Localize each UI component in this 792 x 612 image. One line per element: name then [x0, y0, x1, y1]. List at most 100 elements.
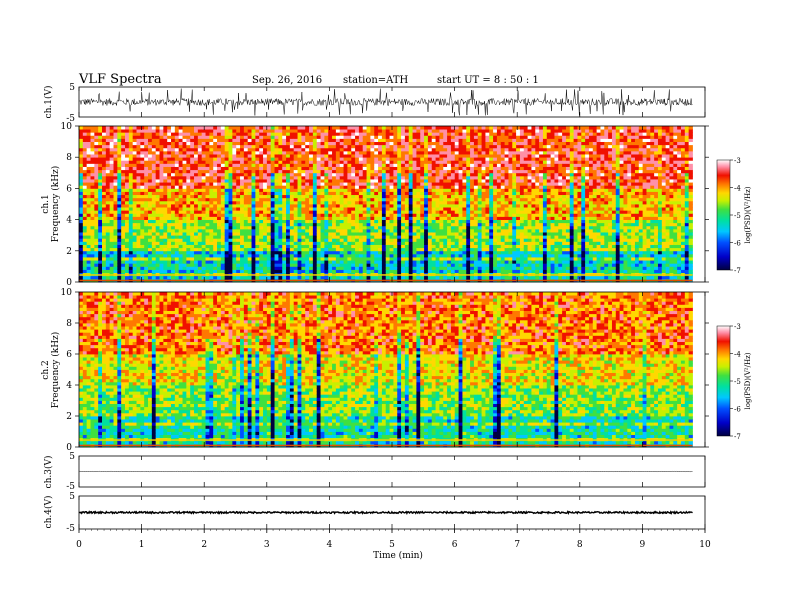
spectrogram-cell [186, 210, 191, 214]
spectrogram-cell [416, 175, 421, 180]
spectrogram-cell [297, 182, 302, 186]
spectrogram-cell [324, 228, 329, 233]
spectrogram-cell [289, 132, 295, 136]
spectrogram-cell [236, 269, 241, 274]
spectrogram-cell [155, 228, 160, 233]
spectrogram-cell [458, 207, 463, 211]
spectrogram-cell [251, 185, 256, 189]
spectrogram-cell [140, 166, 145, 171]
spectrogram-cell [389, 129, 394, 133]
spectrogram-cell [328, 150, 333, 155]
spectrogram-cell [282, 169, 287, 174]
spectrogram-cell [205, 219, 210, 224]
spectrogram-cell [347, 141, 352, 146]
spectrogram-cell [282, 228, 287, 233]
spectrogram-cell [370, 250, 375, 255]
spectrogram-cell [378, 147, 383, 152]
spectrogram-cell [366, 213, 371, 217]
spectrogram-cell [163, 260, 168, 264]
spectrogram-cell [90, 135, 95, 139]
spectrogram-cell [201, 163, 206, 167]
spectrogram-cell [220, 257, 226, 261]
spectrogram-cell [397, 194, 402, 199]
spectrogram-cell [105, 157, 111, 161]
spectrogram-cell [401, 169, 406, 174]
spectrogram-cell [140, 144, 145, 149]
spectrogram-cell [140, 232, 145, 236]
spectrogram-cell [94, 232, 99, 236]
spectrogram-cell [148, 263, 153, 267]
spectrogram-cell [416, 147, 421, 152]
spectrogram-cell [82, 257, 88, 261]
spectrogram-cell [213, 207, 218, 211]
spectrogram-cell [374, 163, 379, 167]
spectrogram-cell [312, 244, 318, 249]
spectrogram-cell [366, 216, 371, 220]
spectrogram-cell [236, 257, 241, 261]
spectrogram-cell [316, 222, 321, 227]
spectrogram-cell [378, 213, 383, 217]
spectrogram-cell [113, 185, 118, 189]
spectrogram-cell [148, 247, 153, 252]
spectrogram-cell [167, 216, 172, 220]
spectrogram-cell [305, 222, 310, 227]
spectrogram-cell [255, 157, 260, 161]
spectrogram-cell [420, 175, 425, 180]
spectrogram-cell [351, 147, 356, 152]
spectrogram-cell [381, 222, 387, 227]
spectrogram-cell [343, 210, 348, 214]
spectrogram-cell [343, 228, 348, 233]
spectrogram-cell [259, 232, 264, 236]
spectrogram-cell [339, 154, 344, 158]
spectrogram-cell [167, 250, 172, 255]
spectrogram-cell [255, 247, 260, 252]
spectrogram-cell [136, 235, 141, 239]
spectrogram-cell [174, 135, 180, 139]
spectrogram-cell [263, 210, 268, 214]
spectrogram-cell [213, 213, 218, 217]
spectrogram-cell [378, 169, 383, 174]
spectrogram-cell [240, 160, 245, 164]
spectrogram-cell [240, 182, 245, 186]
spectrogram-cell [159, 225, 164, 230]
spectrogram-cell [247, 228, 252, 233]
spectrogram-cell [397, 135, 402, 139]
spectrogram-cell [412, 222, 417, 227]
spectrogram-cell [424, 216, 429, 220]
spectrogram-cell [232, 219, 237, 224]
spectrogram-cell [424, 154, 429, 158]
spectrogram-cell [213, 250, 218, 255]
spectrogram-cell [332, 126, 337, 130]
spectrogram-cell [335, 135, 341, 139]
spectrogram-cell [408, 219, 413, 224]
spectrogram-cell [328, 257, 333, 261]
spectrogram-cell [301, 182, 306, 186]
spectrogram-cell [94, 275, 99, 280]
spectrogram-cell [335, 160, 341, 164]
spectrogram-cell [224, 185, 229, 189]
spectrogram-cell [194, 150, 199, 155]
spectrogram-cell [117, 141, 122, 146]
spectrogram-cell [404, 263, 410, 267]
spectrogram-cell [286, 260, 291, 264]
spectrogram-cell [274, 144, 279, 149]
spectrogram-cell [79, 188, 84, 192]
spectrogram-cell [355, 160, 360, 164]
spectrogram-cell [274, 232, 279, 236]
spectrogram-cell [358, 216, 364, 220]
spectrogram-cell [450, 147, 456, 152]
spectrogram-cell [266, 160, 272, 164]
spectrogram-cell [443, 207, 448, 211]
spectrogram-cell [117, 135, 122, 139]
spectrogram-cell [240, 157, 245, 161]
spectrogram-cell [259, 228, 264, 233]
spectrogram-cell [424, 169, 429, 174]
spectrogram-cell [454, 213, 459, 217]
spectrogram-cell [274, 207, 279, 211]
spectrogram-cell [351, 260, 356, 264]
spectrogram-cell [447, 216, 452, 220]
spectrogram-cell [324, 207, 329, 211]
spectrogram-cell [278, 235, 283, 239]
spectrogram-cell [236, 179, 241, 183]
